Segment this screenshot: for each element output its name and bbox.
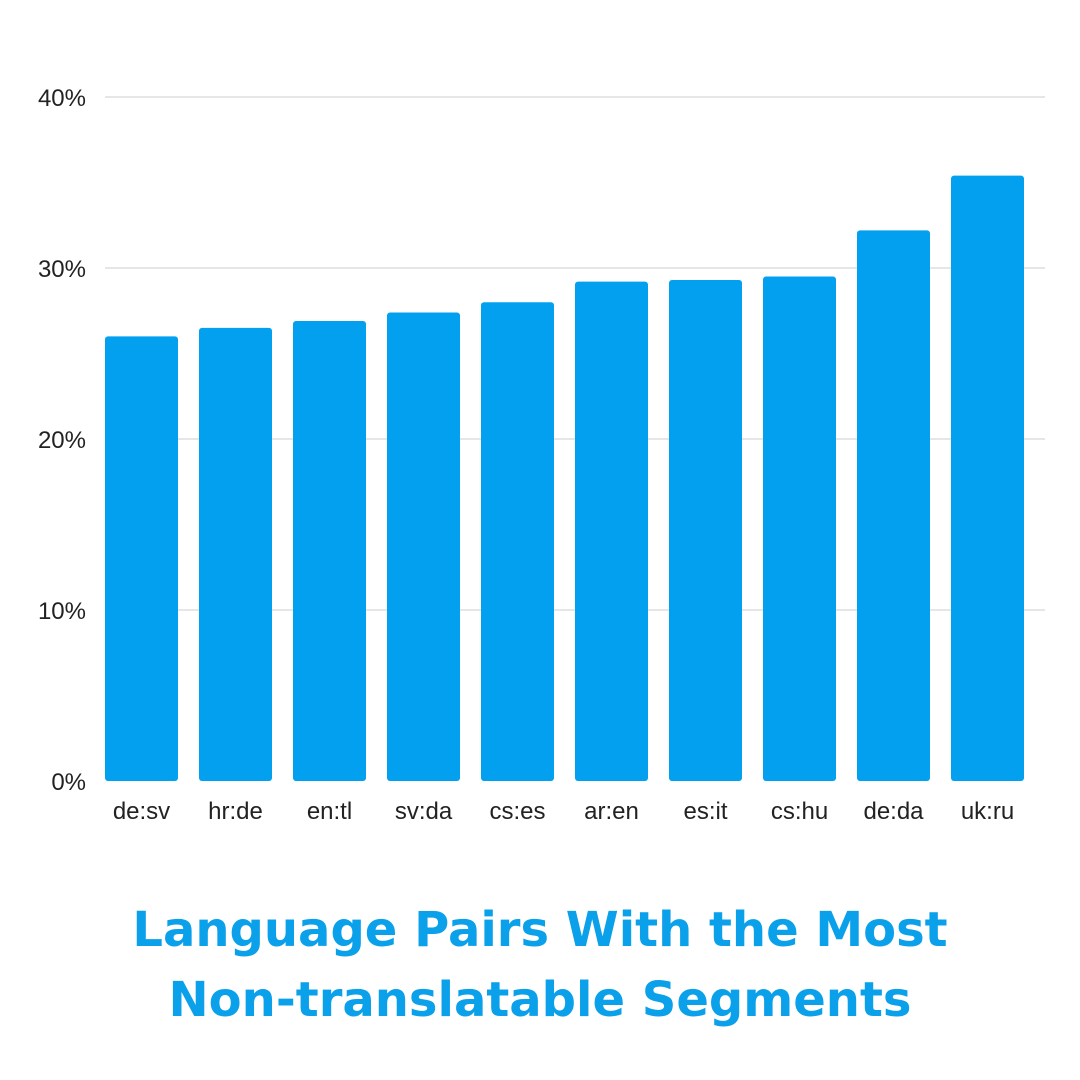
x-category-label: uk:ru: [961, 798, 1014, 825]
y-tick-label: 20%: [38, 427, 86, 454]
x-category-label: de:da: [863, 798, 924, 825]
bar-cs-hu: [763, 276, 836, 781]
x-category-label: en:tl: [307, 798, 352, 825]
bar-cs-es: [481, 302, 554, 781]
x-category-label: sv:da: [395, 798, 453, 825]
x-category-label: de:sv: [113, 798, 170, 825]
bar-sv-da: [387, 312, 460, 781]
x-category-label: cs:es: [489, 798, 545, 825]
y-tick-label: 10%: [38, 598, 86, 625]
x-category-label: ar:en: [584, 798, 639, 825]
bar-hr-de: [199, 327, 272, 781]
bar-de-da: [857, 230, 930, 781]
x-category-label: hr:de: [208, 798, 263, 825]
x-category-label: cs:hu: [771, 798, 828, 825]
chart-title: Language Pairs With the Most Non-transla…: [0, 895, 1080, 1035]
x-axis-labels: de:sv hr:de en:tl sv:da cs:es ar:en es:it cs:hu…: [113, 798, 1014, 825]
x-category-label: es:it: [683, 798, 727, 825]
chart-title-line-1: Language Pairs With the Most: [132, 902, 948, 958]
bar-ar-en: [575, 281, 648, 781]
bars: [105, 175, 1024, 781]
bar-uk-ru: [951, 175, 1024, 781]
bar-en-tl: [293, 321, 366, 781]
y-tick-label: 30%: [38, 256, 86, 283]
y-tick-label: 40%: [38, 85, 86, 112]
chart-title-line-2: Non-translatable Segments: [168, 972, 912, 1028]
y-axis-ticks: 0% 10% 20% 30% 40%: [38, 85, 86, 796]
bar-de-sv: [105, 336, 178, 781]
bar-chart: 0% 10% 20% 30% 40% de:sv hr:de en:tl sv:da cs:es…: [38, 85, 1045, 825]
bar-es-it: [669, 279, 742, 781]
y-tick-label: 0%: [51, 769, 86, 796]
